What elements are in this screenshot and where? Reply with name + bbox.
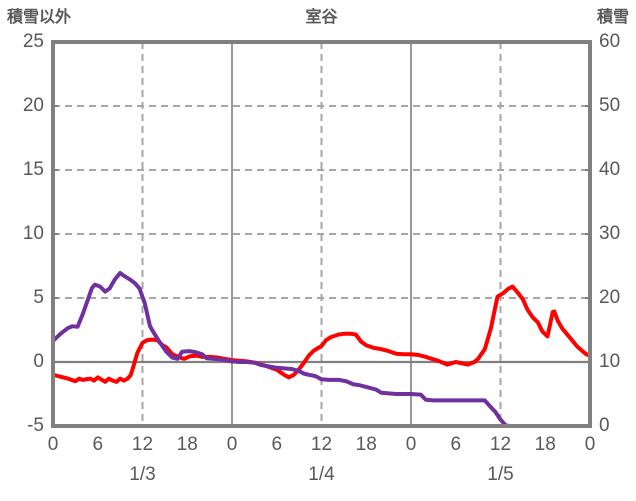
left-axis-tick-label: 25 <box>22 31 44 52</box>
x-axis-hour-label: 18 <box>534 434 556 455</box>
x-axis-hour-label: 0 <box>405 434 417 455</box>
right-axis-tick-label: 50 <box>599 95 621 116</box>
right-axis-title: 積雪 <box>596 9 629 26</box>
x-axis-hour-label: 0 <box>584 434 596 455</box>
left-axis-tick-label: 10 <box>22 223 44 244</box>
left-axis-tick-label: 0 <box>33 351 44 372</box>
right-axis-tick-label: 40 <box>599 159 621 180</box>
frame-border <box>51 40 592 428</box>
x-axis-day-label: 1/5 <box>487 464 514 485</box>
x-axis-hour-label: 12 <box>489 434 512 455</box>
right-axis-tick-label: 10 <box>599 351 621 372</box>
right-axis-tick-label: 20 <box>599 287 621 308</box>
left-axis-tick-label: 20 <box>22 95 44 116</box>
right-axis-tick-label: 0 <box>599 415 610 436</box>
x-axis-hour-label: 18 <box>355 434 377 455</box>
left-axis-tick-label: -5 <box>27 415 44 436</box>
left-axis-tick-label: 5 <box>33 287 44 308</box>
red-series-line <box>51 284 592 384</box>
purple-series-line <box>51 271 592 428</box>
right-axis-tick-label: 30 <box>599 223 621 244</box>
x-axis-day-label: 1/3 <box>129 464 156 485</box>
x-axis-hour-label: 6 <box>450 434 462 455</box>
right-axis-tick-label: 60 <box>599 31 621 52</box>
x-axis-hour-label: 6 <box>271 434 283 455</box>
left-axis-tick-label: 15 <box>22 159 44 180</box>
x-axis-hour-label: 12 <box>310 434 333 455</box>
x-axis-hour-label: 0 <box>226 434 238 455</box>
chart-title: 室谷 <box>305 9 338 26</box>
x-axis-hour-label: 12 <box>131 434 154 455</box>
x-axis-day-label: 1/4 <box>308 464 335 485</box>
x-axis-hour-label: 18 <box>176 434 198 455</box>
left-axis-title: 積雪以外 <box>7 9 72 26</box>
x-axis-hour-label: 0 <box>47 434 59 455</box>
x-axis-hour-label: 6 <box>92 434 104 455</box>
